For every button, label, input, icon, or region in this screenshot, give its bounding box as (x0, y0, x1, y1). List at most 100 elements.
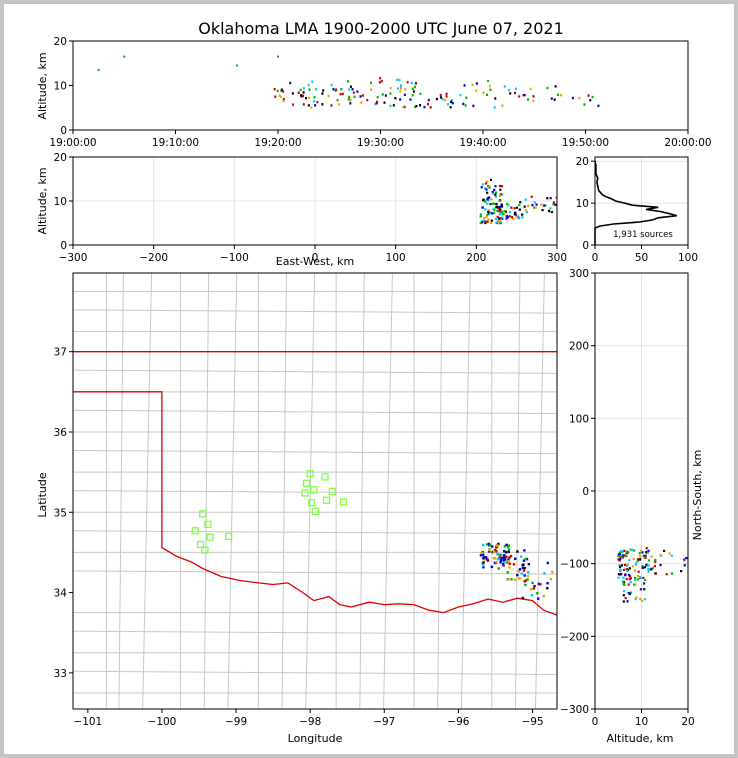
ew-point (506, 202, 509, 206)
time-point (446, 103, 449, 106)
state-border (73, 391, 558, 616)
ns-point (643, 598, 647, 601)
map-xtick-label: −95 (521, 716, 543, 728)
ew-point (495, 202, 498, 206)
ns-point (619, 557, 622, 560)
map-point (513, 578, 517, 581)
time-point (366, 98, 369, 102)
ns-point (622, 556, 625, 559)
ns-ytick-label: 0 (582, 486, 589, 498)
lma-station (204, 520, 212, 528)
ns-point (622, 568, 626, 572)
county-line (281, 272, 287, 710)
ew-point (540, 203, 543, 206)
time-point (396, 87, 399, 90)
ns-point (643, 566, 647, 569)
map-point (532, 587, 536, 590)
map-point (530, 594, 534, 597)
time-point (339, 92, 342, 96)
time-point (435, 97, 438, 101)
ew-point (497, 221, 500, 225)
ns-point (635, 561, 638, 564)
ns-point (625, 564, 629, 567)
time-point (338, 103, 341, 106)
time-point (587, 94, 590, 97)
time-point (583, 103, 586, 106)
time-point (282, 99, 285, 103)
time-point (489, 84, 492, 88)
time-point (522, 93, 525, 97)
map-point (505, 561, 509, 564)
time-point (307, 104, 310, 107)
map-point (507, 556, 510, 559)
ew-point (498, 219, 501, 222)
ns-point (626, 569, 629, 572)
time-point (327, 94, 330, 98)
ns-panel-xlabel: Altitude, km (606, 732, 673, 745)
ew-point (535, 203, 538, 206)
ew-point (494, 195, 497, 198)
time-point (450, 99, 453, 102)
time-point (507, 88, 510, 92)
time-point (330, 83, 333, 87)
time-point (440, 96, 443, 99)
time-point (291, 92, 294, 95)
lma-station (201, 546, 209, 554)
ns-xtick-label: 0 (592, 716, 599, 728)
ns-point (641, 565, 644, 568)
ns-point (635, 596, 638, 599)
time-point (556, 93, 559, 97)
ns-point (625, 567, 628, 571)
ns-point (619, 555, 622, 558)
time-point (351, 88, 354, 91)
ew-point (506, 216, 510, 219)
time-point (374, 102, 377, 106)
ns-point (629, 591, 633, 594)
time-point (383, 101, 386, 104)
map-point (512, 563, 516, 566)
lma-station (302, 479, 311, 488)
time-point (399, 87, 402, 90)
ew-point (493, 212, 496, 215)
map-point (482, 566, 485, 569)
map-point (506, 545, 510, 549)
map-ytick-label: 35 (54, 507, 67, 519)
ew-point (499, 221, 502, 224)
ns-ytick-label: 300 (569, 268, 589, 280)
ew-point (500, 205, 504, 208)
lma-station (311, 507, 320, 516)
ew-point (508, 210, 512, 214)
ns-point (623, 583, 626, 586)
map-point (503, 558, 507, 561)
ns-point (638, 558, 641, 561)
ew-point (530, 195, 533, 198)
ns-point (640, 599, 644, 602)
time-point (532, 99, 535, 103)
ns-point (628, 575, 632, 578)
map-point (490, 545, 494, 548)
ew-point (552, 203, 555, 206)
time-point (398, 78, 401, 82)
ns-point (632, 549, 636, 552)
ns-point (654, 560, 657, 563)
ew-point (498, 209, 501, 213)
time-point (475, 82, 478, 85)
map-point (543, 572, 546, 575)
ns-point (639, 549, 643, 552)
ew-point (496, 209, 499, 213)
time-point (381, 93, 384, 96)
ew-point (484, 208, 487, 211)
ew-point (499, 188, 502, 191)
ns-point (632, 557, 635, 560)
time-point (289, 81, 292, 85)
ns-point (642, 576, 645, 580)
time-xtick-label: 19:50:00 (562, 137, 609, 149)
time-point (427, 102, 430, 106)
ns-point (620, 564, 623, 567)
ns-point (641, 566, 645, 569)
time-point (503, 85, 506, 88)
ew-point (513, 207, 516, 210)
map-point (497, 542, 500, 546)
map-point (501, 562, 505, 566)
ns-point (653, 564, 657, 568)
